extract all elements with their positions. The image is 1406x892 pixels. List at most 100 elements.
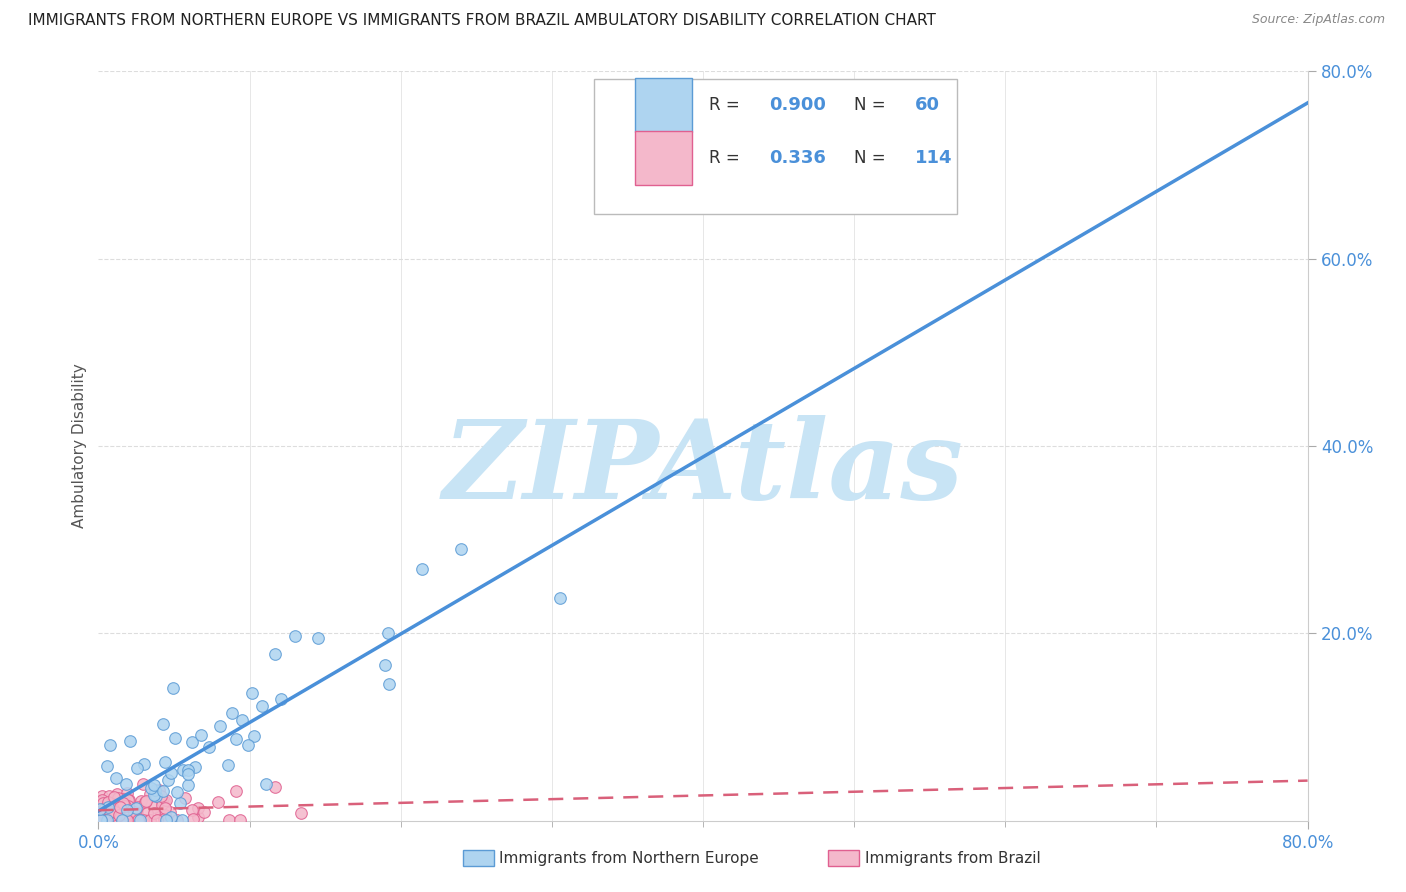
Point [142, 800, 165, 814]
Point [91, 813, 114, 827]
Point [217, 758, 239, 772]
Point [153, 808, 176, 822]
Point [127, 800, 149, 814]
Point [150, 793, 173, 807]
Point [411, 562, 433, 576]
Point [100, 796, 122, 810]
Point [97, 804, 120, 818]
Point [231, 713, 253, 727]
FancyBboxPatch shape [636, 78, 692, 132]
Point [236, 738, 259, 752]
Point [101, 806, 124, 821]
Point [111, 813, 134, 827]
Text: Immigrants from Northern Europe: Immigrants from Northern Europe [499, 851, 759, 865]
Point [172, 813, 194, 827]
Point [94, 813, 117, 827]
Y-axis label: Ambulatory Disability: Ambulatory Disability [72, 364, 87, 528]
Point [193, 805, 215, 820]
Point [89, 805, 111, 819]
Point [264, 780, 287, 794]
Point [105, 813, 128, 827]
Point [135, 805, 157, 820]
Point [187, 810, 209, 824]
Point [374, 658, 396, 673]
Point [93, 807, 115, 822]
Text: Immigrants from Brazil: Immigrants from Brazil [865, 851, 1040, 865]
FancyBboxPatch shape [636, 130, 692, 185]
Point [104, 811, 127, 825]
Point [250, 698, 273, 713]
Point [111, 792, 134, 806]
Point [209, 719, 232, 733]
Point [135, 813, 157, 827]
Point [198, 739, 221, 754]
Point [143, 783, 166, 797]
Point [177, 764, 200, 778]
Point [91, 813, 114, 827]
Point [115, 786, 138, 800]
Point [89, 802, 111, 816]
Point [115, 807, 138, 822]
Point [107, 807, 129, 822]
Point [96, 813, 118, 827]
Point [181, 735, 204, 749]
Point [107, 791, 129, 805]
Point [135, 794, 157, 808]
Point [378, 677, 401, 691]
Point [115, 777, 138, 791]
Point [264, 648, 287, 662]
Point [180, 803, 202, 817]
Point [243, 729, 266, 743]
Point [127, 805, 149, 820]
Point [163, 731, 186, 745]
Point [94, 801, 117, 815]
Point [117, 813, 139, 827]
Point [94, 813, 117, 827]
Point [225, 783, 247, 797]
Point [89, 812, 111, 826]
Point [450, 541, 472, 556]
Point [156, 813, 179, 827]
Point [96, 798, 118, 813]
Point [169, 796, 191, 810]
Point [111, 813, 134, 827]
Point [157, 772, 180, 787]
Point [127, 761, 149, 775]
Point [129, 793, 152, 807]
Point [146, 813, 169, 827]
Point [91, 799, 114, 814]
Point [104, 805, 127, 819]
Point [120, 734, 142, 748]
Point [101, 808, 124, 822]
Point [139, 787, 162, 801]
Point [307, 631, 329, 645]
Point [132, 757, 155, 772]
Point [98, 810, 121, 824]
Point [143, 778, 166, 792]
Point [149, 806, 172, 821]
Point [107, 797, 129, 812]
Point [117, 793, 139, 807]
Point [117, 798, 139, 813]
Point [108, 800, 131, 814]
Text: 0.900: 0.900 [769, 96, 827, 114]
Point [91, 789, 114, 803]
Point [118, 799, 141, 814]
Point [107, 787, 129, 801]
Text: IMMIGRANTS FROM NORTHERN EUROPE VS IMMIGRANTS FROM BRAZIL AMBULATORY DISABILITY : IMMIGRANTS FROM NORTHERN EUROPE VS IMMIG… [28, 13, 936, 29]
Point [96, 803, 118, 817]
Point [117, 803, 139, 817]
Point [284, 629, 307, 643]
Point [207, 795, 229, 809]
Point [125, 800, 148, 814]
Text: N =: N = [855, 96, 891, 114]
Point [145, 789, 167, 804]
Point [128, 813, 150, 827]
Point [152, 784, 174, 798]
Text: 0.336: 0.336 [769, 149, 827, 167]
Point [132, 777, 155, 791]
Point [160, 810, 183, 824]
Point [240, 686, 263, 700]
Point [111, 798, 134, 813]
Point [89, 800, 111, 814]
